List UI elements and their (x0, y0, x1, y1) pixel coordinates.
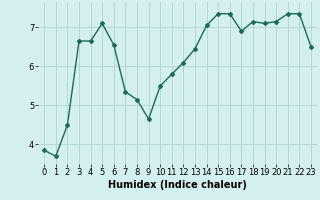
X-axis label: Humidex (Indice chaleur): Humidex (Indice chaleur) (108, 180, 247, 190)
